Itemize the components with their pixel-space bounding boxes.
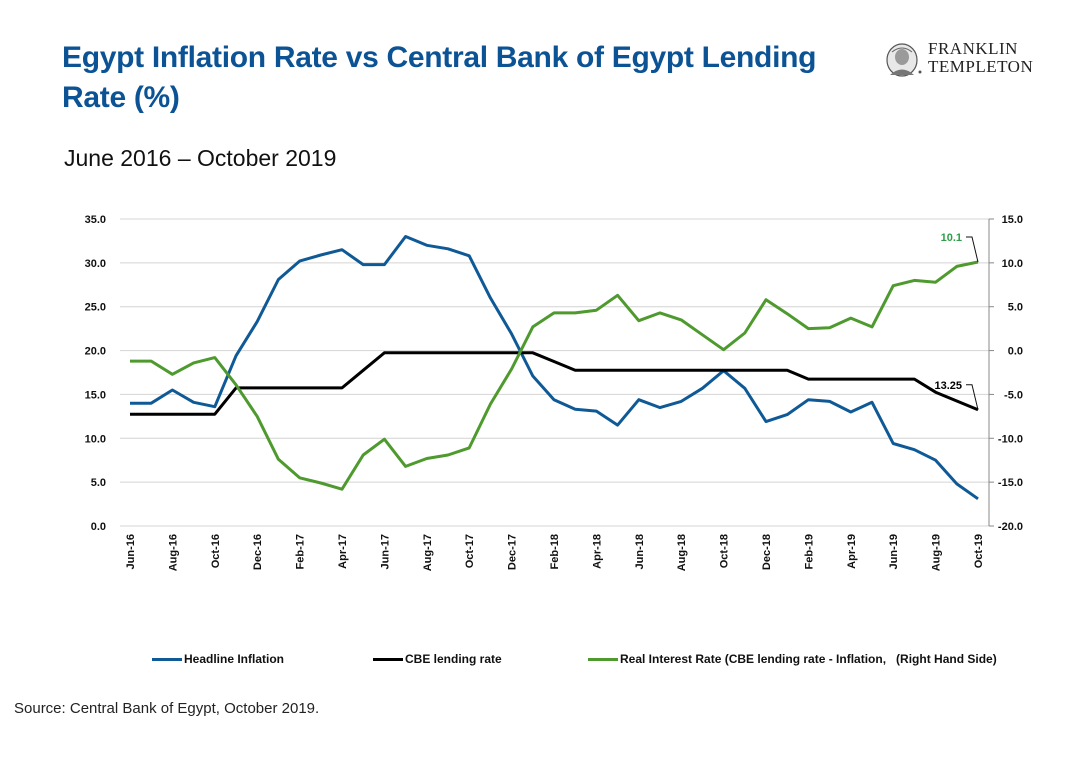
right-y-tick-label: -10.0 (998, 433, 1023, 445)
x-tick-label: Oct-19 (973, 534, 985, 568)
legend-swatch-blue (152, 657, 182, 661)
x-tick-label: Jun-17 (379, 534, 391, 569)
x-tick-label: Dec-18 (761, 534, 773, 570)
x-tick-label: Jun-19 (888, 534, 900, 569)
x-tick-label: Aug-17 (422, 534, 434, 571)
left-y-tick-label: 20.0 (85, 346, 106, 358)
annotation-label: 13.25 (934, 380, 962, 392)
left-y-tick-label: 30.0 (85, 258, 106, 270)
legend-swatch-green (588, 657, 618, 661)
left-y-tick-label: 25.0 (85, 302, 106, 314)
legend-swatch-black (373, 657, 403, 661)
x-tick-label: Jun-16 (125, 534, 137, 569)
x-tick-label: Apr-19 (846, 534, 858, 569)
left-y-tick-label: 35.0 (85, 214, 106, 226)
right-y-axis-ticks: -20.0 -15.0 -10.0 -5.0 0.0 5.0 10.0 15.0 (998, 214, 1023, 533)
legend-rhs-note: (Right Hand Side) (896, 652, 997, 666)
logo-line-2: TEMPLETON (928, 57, 1034, 76)
series-line-headline-inflation (130, 235, 979, 501)
legend-label: CBE lending rate (405, 652, 502, 666)
x-tick-label: Feb-18 (549, 534, 561, 569)
x-tick-label: Dec-17 (507, 534, 519, 570)
gridlines (120, 218, 989, 527)
x-tick-label: Apr-17 (337, 534, 349, 569)
annotation-leader-line (966, 236, 979, 263)
left-y-tick-label: 15.0 (85, 389, 106, 401)
series-line-cbe-lending-rate (130, 351, 979, 416)
x-tick-label: Aug-16 (167, 534, 179, 571)
left-y-tick-label: 10.0 (85, 433, 106, 445)
x-tick-label: Oct-18 (719, 534, 731, 568)
x-axis-ticks: Jun-16 Aug-16 Oct-16 Dec-16 Feb-17 Apr-17 Jun-… (125, 534, 985, 571)
axes (988, 218, 994, 527)
chart-title: Egypt Inflation Rate vs Central Bank of … (62, 41, 817, 114)
x-tick-label: Apr-18 (591, 534, 603, 569)
right-y-tick-label: -15.0 (998, 477, 1023, 489)
right-y-tick-label: -20.0 (998, 521, 1023, 533)
annotation-label: 10.1 (941, 232, 962, 244)
x-tick-label: Oct-17 (464, 534, 476, 568)
x-tick-label: Feb-19 (803, 534, 815, 569)
x-tick-label: Aug-19 (931, 534, 943, 571)
right-y-tick-label: 15.0 (1002, 214, 1023, 226)
line-chart: 0.0 5.0 10.0 15.0 20.0 25.0 30.0 35.0 -20.0 -15.… (85, 214, 1023, 571)
source-note: Source: Central Bank of Egypt, October 2… (14, 700, 320, 717)
left-y-tick-label: 0.0 (91, 521, 106, 533)
x-tick-label: Jun-18 (634, 534, 646, 569)
x-tick-label: Oct-16 (210, 534, 222, 568)
legend: Headline Inflation CBE lending rate Real… (0, 652, 1083, 672)
series-lines (130, 235, 979, 501)
x-tick-label: Dec-16 (252, 534, 264, 570)
left-y-tick-label: 5.0 (91, 477, 106, 489)
legend-item-headline-inflation: Headline Inflation (152, 652, 284, 666)
right-y-tick-label: 5.0 (1008, 302, 1023, 314)
annotation-leader-line (966, 384, 979, 410)
legend-item-cbe-lending-rate: CBE lending rate (373, 652, 502, 666)
right-y-tick-label: -5.0 (1004, 389, 1023, 401)
portrait-medallion-icon (886, 43, 922, 77)
annotations: 10.1 13.25 (934, 232, 979, 410)
logo-line-1: FRANKLIN (928, 39, 1018, 58)
franklin-templeton-logo: FRANKLIN TEMPLETON (884, 40, 1049, 84)
x-tick-label: Aug-18 (676, 534, 688, 571)
series-line-real-interest-rate-cbe-lending (130, 260, 979, 491)
legend-label: Real Interest Rate (CBE lending rate - I… (620, 652, 887, 666)
x-tick-label: Feb-17 (295, 534, 307, 569)
right-y-tick-label: 10.0 (1002, 258, 1023, 270)
legend-item-real-interest-rate: Real Interest Rate (CBE lending rate - I… (588, 652, 997, 666)
right-y-tick-label: 0.0 (1008, 346, 1023, 358)
left-y-axis-ticks: 0.0 5.0 10.0 15.0 20.0 25.0 30.0 35.0 (85, 214, 106, 533)
chart-subtitle: June 2016 – October 2019 (64, 145, 337, 171)
legend-label: Headline Inflation (184, 652, 285, 666)
